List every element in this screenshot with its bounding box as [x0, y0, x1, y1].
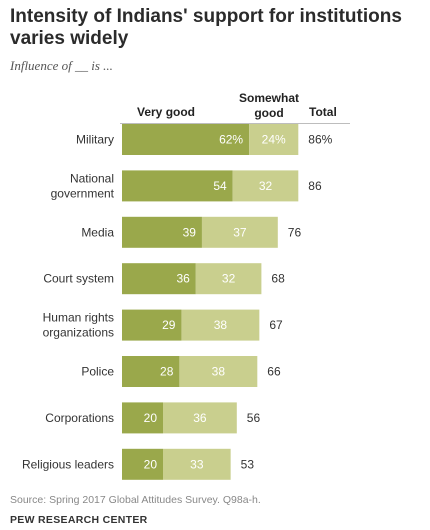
- bar-very-good: [122, 448, 163, 480]
- header-divider: [120, 123, 350, 124]
- chart-title: Intensity of Indians' support for instit…: [10, 6, 402, 49]
- value-label-very-good: 36: [176, 272, 190, 286]
- total-label: 67: [269, 318, 283, 332]
- value-label-somewhat-good: 38: [214, 318, 228, 332]
- stacked-bar-chart: Military 62% 24% 86% National government 54 32 8…: [22, 124, 333, 480]
- category-label: Police: [81, 365, 114, 379]
- category-label: Court system: [43, 272, 114, 286]
- category-label: National government: [51, 171, 115, 200]
- bar-somewhat-good: [163, 448, 231, 480]
- category-label: Human rights organizations: [43, 311, 114, 340]
- category-label: Media: [81, 225, 114, 239]
- total-label: 86: [308, 179, 322, 193]
- value-label-very-good: 28: [160, 365, 174, 379]
- value-label-somewhat-good: 36: [193, 411, 207, 425]
- bar-very-good: [122, 309, 182, 341]
- chart-subtitle: Influence of __ is ...: [10, 58, 113, 73]
- category-label: Religious leaders: [22, 457, 114, 471]
- category-label: Corporations: [45, 411, 114, 425]
- total-label: 56: [247, 411, 261, 425]
- value-label-somewhat-good: 38: [212, 365, 226, 379]
- bar-somewhat-good: [232, 170, 299, 202]
- category-label: Military: [76, 133, 114, 147]
- bar-very-good: [122, 402, 163, 434]
- value-label-somewhat-good: 24%: [262, 133, 286, 147]
- value-label-very-good: 62%: [219, 133, 243, 147]
- value-label-somewhat-good: 37: [233, 225, 247, 239]
- value-label-somewhat-good: 32: [222, 272, 236, 286]
- bar-somewhat-good: [181, 309, 260, 341]
- bar-very-good: [122, 356, 180, 387]
- bar-somewhat-good: [201, 216, 278, 248]
- bar-somewhat-good: [179, 356, 258, 387]
- brand-footer: PEW RESEARCH CENTER: [10, 514, 148, 526]
- bar-somewhat-good: [195, 263, 262, 295]
- bar-very-good: [122, 124, 250, 155]
- total-label: 76: [288, 225, 302, 239]
- total-label: 66: [267, 365, 281, 379]
- bar-somewhat-good: [249, 124, 299, 155]
- value-label-very-good: 20: [144, 457, 158, 471]
- bar-very-good: [122, 216, 202, 248]
- bar-somewhat-good: [163, 402, 237, 434]
- value-label-somewhat-good: 33: [190, 457, 204, 471]
- bar-very-good: [122, 263, 196, 295]
- total-label: 53: [241, 457, 255, 471]
- bar-very-good: [122, 170, 233, 202]
- source-note: Source: Spring 2017 Global Attitudes Sur…: [10, 494, 261, 506]
- value-label-very-good: 20: [144, 411, 158, 425]
- header-somewhat-good: Somewhat good: [238, 91, 299, 120]
- header-total: Total: [309, 105, 337, 119]
- value-label-very-good: 29: [162, 318, 176, 332]
- total-label: 86%: [308, 133, 332, 147]
- header-very-good: Very good: [137, 105, 196, 119]
- value-label-very-good: 39: [183, 225, 197, 239]
- total-label: 68: [271, 272, 285, 286]
- value-label-very-good: 54: [213, 179, 227, 193]
- value-label-somewhat-good: 32: [259, 179, 273, 193]
